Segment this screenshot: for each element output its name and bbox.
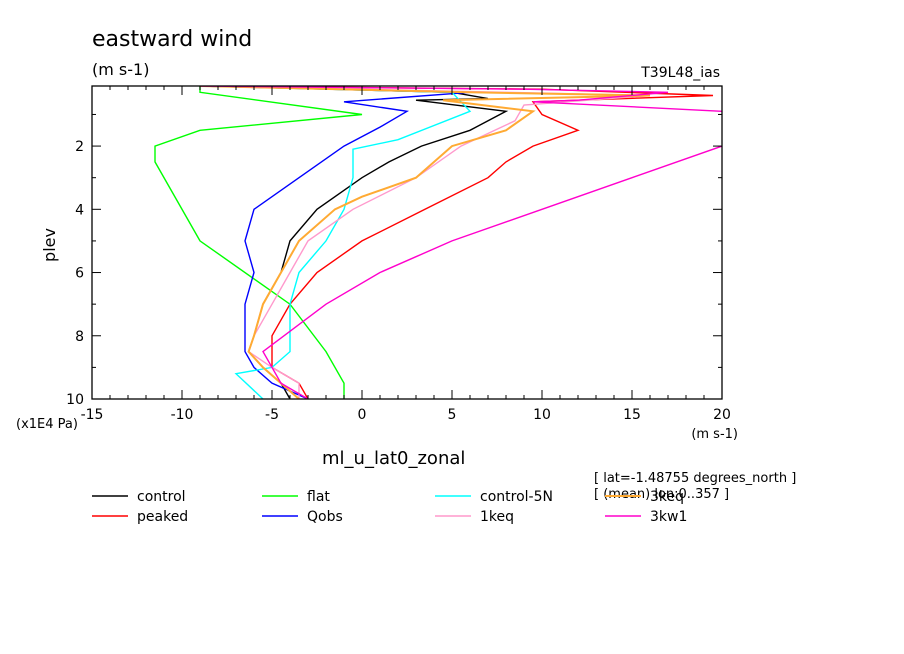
y-tick-label: 10 [66,392,84,408]
chart-title: eastward wind [92,27,252,52]
y-tick-label: 8 [75,329,84,345]
series-line-peaked [199,86,714,399]
longitude-note: [ (mean) lon:0..357 ] [594,487,729,502]
series-line-3keq [199,86,651,399]
y-axis-units: (x1E4 Pa) [16,417,78,432]
legend-label: peaked [137,509,188,525]
series-line-flat [154,86,363,399]
axis-ticks: -15 -10 -5 0 5 10 15 20 2 4 6 8 10 [66,86,731,423]
y-axis-label: plev [40,228,59,262]
legend-label: 3keq [650,489,684,505]
x-tick-label: -5 [265,407,279,423]
series-line-3kw1 [199,86,722,399]
series-line-1keq [199,86,651,399]
latitude-note: [ lat=-1.48755 degrees_north ] [594,471,796,486]
legend-label: control-5N [480,489,553,505]
chart-units: (m s-1) [92,60,149,79]
plot-name: ml_u_lat0_zonal [322,448,465,469]
legend-label: 3kw1 [650,509,687,525]
plot-frame [91,85,723,400]
x-axis-units: (m s-1) [691,427,738,442]
x-tick-label: 20 [713,407,731,423]
x-tick-label: 10 [533,407,551,423]
x-tick-label: 5 [448,407,457,423]
legend-label: 1keq [480,509,514,525]
x-tick-label: -10 [171,407,194,423]
y-tick-label: 2 [75,139,84,155]
legend-label: flat [307,489,330,505]
x-tick-label: 0 [358,407,367,423]
y-tick-label: 4 [75,202,84,218]
series-layer [154,86,722,399]
x-tick-label: 15 [623,407,641,423]
legend-label: Qobs [307,509,343,525]
series-line-qobs [199,86,471,399]
legend-label: control [137,489,186,505]
series-line-control-5n [199,86,472,399]
x-tick-label: -15 [81,407,104,423]
legend: control peaked flat Qobs control-5N 1keq 3keq 3… [92,489,687,525]
y-tick-label: 6 [75,266,84,282]
model-label: T39L48_ias [640,65,720,81]
